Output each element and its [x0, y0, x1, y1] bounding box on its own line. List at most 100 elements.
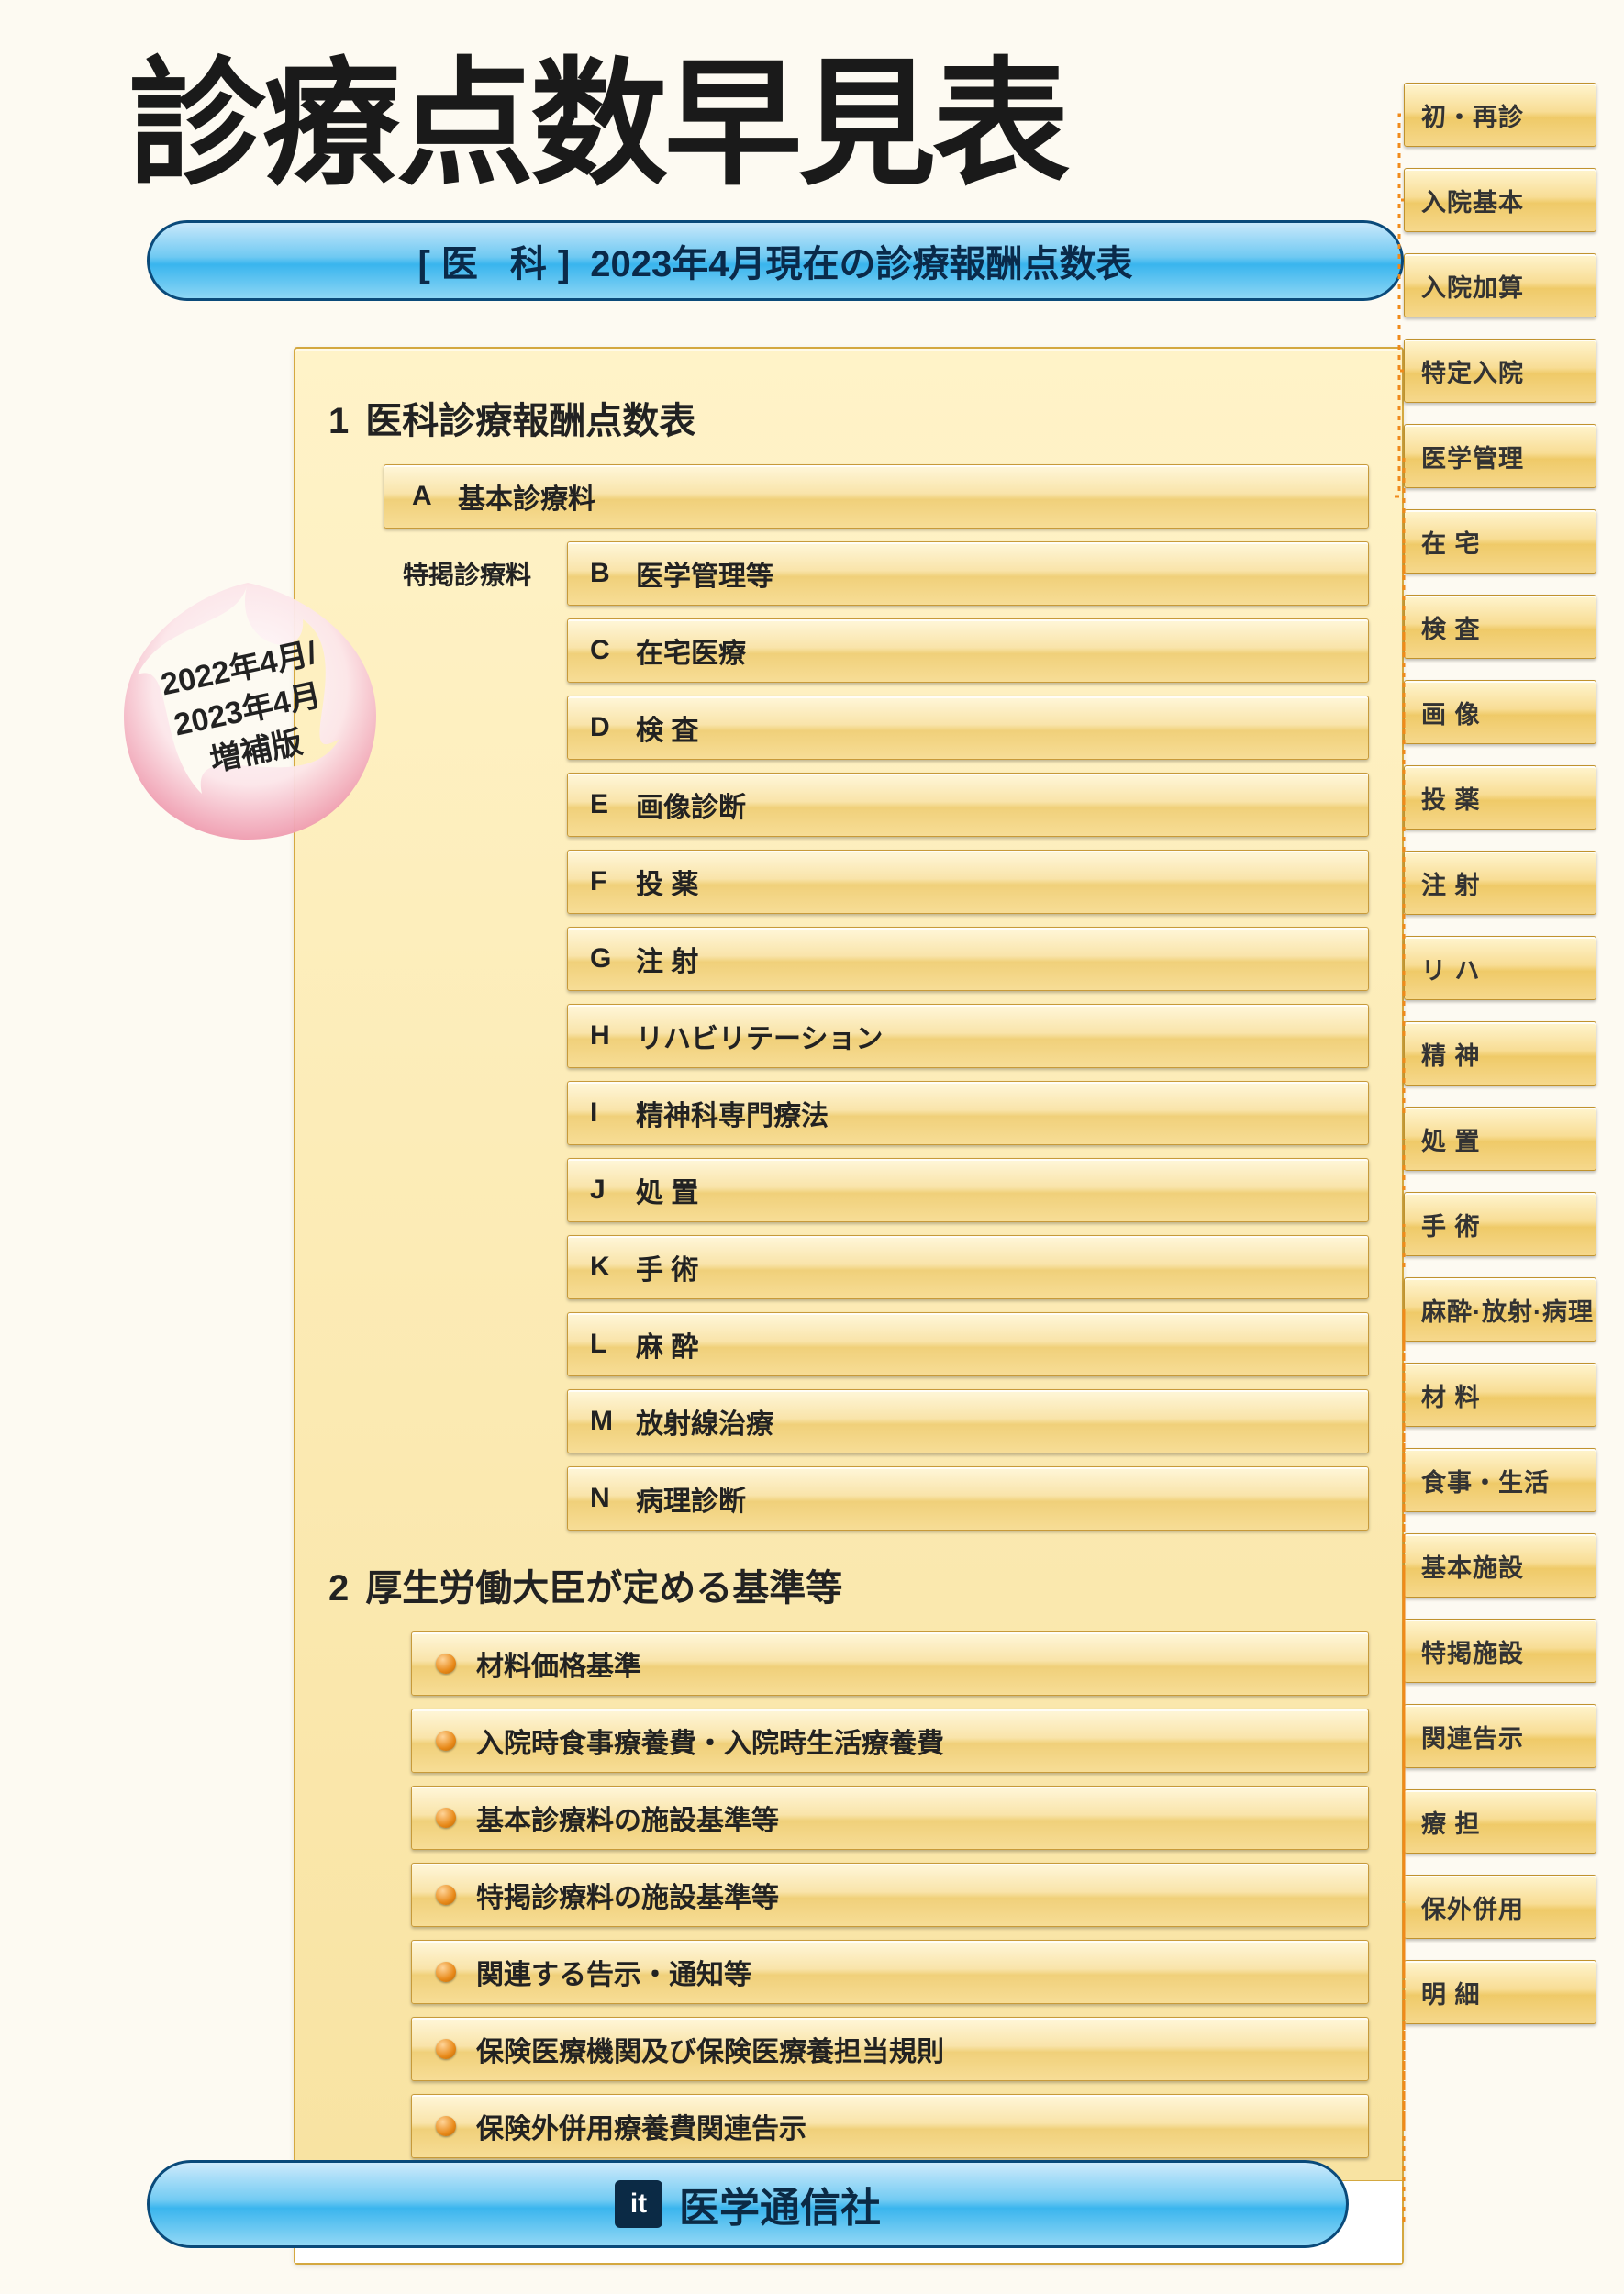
tab-9[interactable]: 注 射: [1404, 851, 1596, 915]
row-F[interactable]: F投 薬: [567, 850, 1369, 914]
tab-11[interactable]: 精 神: [1404, 1021, 1596, 1086]
row-letter: K: [590, 1252, 636, 1283]
side-tabs: 初・再診入院基本入院加算特定入院医学管理在 宅検 査画 像投 薬注 射リ ハ精 …: [1404, 83, 1596, 2024]
subtitle-pill: [医 科] 2023年4月現在の診療報酬点数表: [147, 220, 1404, 301]
row-K[interactable]: K手 術: [567, 1235, 1369, 1299]
tab-4[interactable]: 医学管理: [1404, 424, 1596, 488]
sec2-row-1[interactable]: 入院時食事療養費・入院時生活療養費: [411, 1709, 1369, 1773]
row-letter: H: [590, 1020, 636, 1052]
row-label: 特掲診療料の施設基準等: [476, 1875, 779, 1915]
tab-6[interactable]: 検 査: [1404, 595, 1596, 659]
row-label: 画像診断: [636, 785, 746, 825]
row-N[interactable]: N病理診断: [567, 1466, 1369, 1531]
sec2-row-6[interactable]: 保険外併用療養費関連告示: [411, 2094, 1369, 2158]
section2-heading: 2 厚生労働大臣が定める基準等: [328, 1558, 1369, 1611]
row-letter: N: [590, 1483, 636, 1514]
section1-title: 医科診療報酬点数表: [365, 391, 695, 444]
row-label: 処 置: [636, 1170, 698, 1210]
row-label: 関連する告示・通知等: [476, 1952, 751, 1992]
row-label: 入院時食事療養費・入院時生活療養費: [476, 1720, 944, 1761]
sec2-row-5[interactable]: 保険医療機関及び保険医療養担当規則: [411, 2017, 1369, 2081]
row-label: 注 射: [636, 939, 698, 979]
section1-num: 1: [328, 401, 349, 442]
row-J[interactable]: J処 置: [567, 1158, 1369, 1222]
subtitle-bracket: [医 科]: [418, 234, 582, 287]
edition-badge: 2022年4月/ 2023年4月 増補版: [101, 564, 395, 858]
row-label: 基本診療料: [458, 476, 595, 517]
row-D[interactable]: D検 査: [567, 696, 1369, 760]
sec2-row-3[interactable]: 特掲診療料の施設基準等: [411, 1863, 1369, 1927]
main-title: 診療点数早見表: [128, 55, 1587, 193]
tab-18[interactable]: 特掲施設: [1404, 1619, 1596, 1683]
row-label: 病理診断: [636, 1478, 746, 1519]
row-letter: J: [590, 1175, 636, 1206]
sec2-row-0[interactable]: 材料価格基準: [411, 1631, 1369, 1696]
publisher-name: 医学通信社: [679, 2175, 881, 2233]
row-M[interactable]: M放射線治療: [567, 1389, 1369, 1453]
row-letter: M: [590, 1406, 636, 1437]
tab-21[interactable]: 保外併用: [1404, 1875, 1596, 1939]
bullet-icon: [436, 1885, 456, 1905]
tab-16[interactable]: 食事・生活: [1404, 1448, 1596, 1512]
bullet-icon: [436, 1808, 456, 1828]
row-letter: L: [590, 1329, 636, 1360]
tab-5[interactable]: 在 宅: [1404, 509, 1596, 574]
row-letter: F: [590, 866, 636, 897]
row-E[interactable]: E画像診断: [567, 773, 1369, 837]
sec2-row-2[interactable]: 基本診療料の施設基準等: [411, 1786, 1369, 1850]
row-B[interactable]: 特掲診療料B医学管理等: [567, 541, 1369, 606]
tab-17[interactable]: 基本施設: [1404, 1533, 1596, 1598]
bullet-icon: [436, 1654, 456, 1674]
row-letter: B: [590, 558, 636, 589]
section1-heading: 1 医科診療報酬点数表: [328, 391, 1369, 444]
row-C[interactable]: C在宅医療: [567, 618, 1369, 683]
row-A[interactable]: A 基本診療料: [384, 464, 1369, 529]
tab-14[interactable]: 麻酔·放射·病理: [1404, 1277, 1596, 1342]
row-G[interactable]: G注 射: [567, 927, 1369, 991]
bullet-icon: [436, 2039, 456, 2059]
tab-15[interactable]: 材 料: [1404, 1363, 1596, 1427]
row-L[interactable]: L麻 酔: [567, 1312, 1369, 1376]
tab-1[interactable]: 入院基本: [1404, 168, 1596, 232]
content-panel: 1 医科診療報酬点数表 A 基本診療料 特掲診療料B医学管理等C在宅医療D検 査…: [294, 347, 1404, 2265]
row-letter: D: [590, 712, 636, 743]
tab-8[interactable]: 投 薬: [1404, 765, 1596, 830]
special-category-label: 特掲診療料: [403, 555, 531, 592]
row-label: 投 薬: [636, 862, 698, 902]
row-label: 基本診療料の施設基準等: [476, 1798, 779, 1838]
row-label: 材料価格基準: [476, 1643, 641, 1684]
tab-19[interactable]: 関連告示: [1404, 1704, 1596, 1768]
tab-7[interactable]: 画 像: [1404, 680, 1596, 744]
tab-12[interactable]: 処 置: [1404, 1107, 1596, 1171]
section2-num: 2: [328, 1568, 349, 1609]
row-label: 保険医療機関及び保険医療養担当規則: [476, 2029, 944, 2069]
tab-13[interactable]: 手 術: [1404, 1192, 1596, 1256]
bullet-icon: [436, 1962, 456, 1982]
bullet-icon: [436, 2116, 456, 2136]
row-letter: C: [590, 635, 636, 666]
section2-title: 厚生労働大臣が定める基準等: [365, 1558, 842, 1611]
row-label: 手 術: [636, 1247, 698, 1287]
row-label: 麻 酔: [636, 1324, 698, 1364]
row-letter: E: [590, 789, 636, 820]
row-label: 保険外併用療養費関連告示: [476, 2106, 806, 2146]
row-label: 検 査: [636, 707, 698, 748]
row-H[interactable]: Hリハビリテーション: [567, 1004, 1369, 1068]
subtitle-text: 2023年4月現在の診療報酬点数表: [590, 234, 1132, 287]
row-label: 医学管理等: [636, 553, 773, 594]
row-label: リハビリテーション: [636, 1016, 883, 1056]
row-label: 在宅医療: [636, 630, 746, 671]
row-label: 放射線治療: [636, 1401, 773, 1442]
tab-10[interactable]: リ ハ: [1404, 936, 1596, 1000]
tab-2[interactable]: 入院加算: [1404, 253, 1596, 317]
publisher-pill: it 医学通信社: [147, 2160, 1349, 2248]
tab-3[interactable]: 特定入院: [1404, 339, 1596, 403]
row-I[interactable]: I精神科専門療法: [567, 1081, 1369, 1145]
row-letter: A: [412, 481, 458, 512]
tab-20[interactable]: 療 担: [1404, 1789, 1596, 1854]
tab-22[interactable]: 明 細: [1404, 1960, 1596, 2024]
tab-0[interactable]: 初・再診: [1404, 83, 1596, 147]
sec2-row-4[interactable]: 関連する告示・通知等: [411, 1940, 1369, 2004]
publisher-logo-icon: it: [615, 2180, 662, 2228]
row-label: 精神科専門療法: [636, 1093, 829, 1133]
